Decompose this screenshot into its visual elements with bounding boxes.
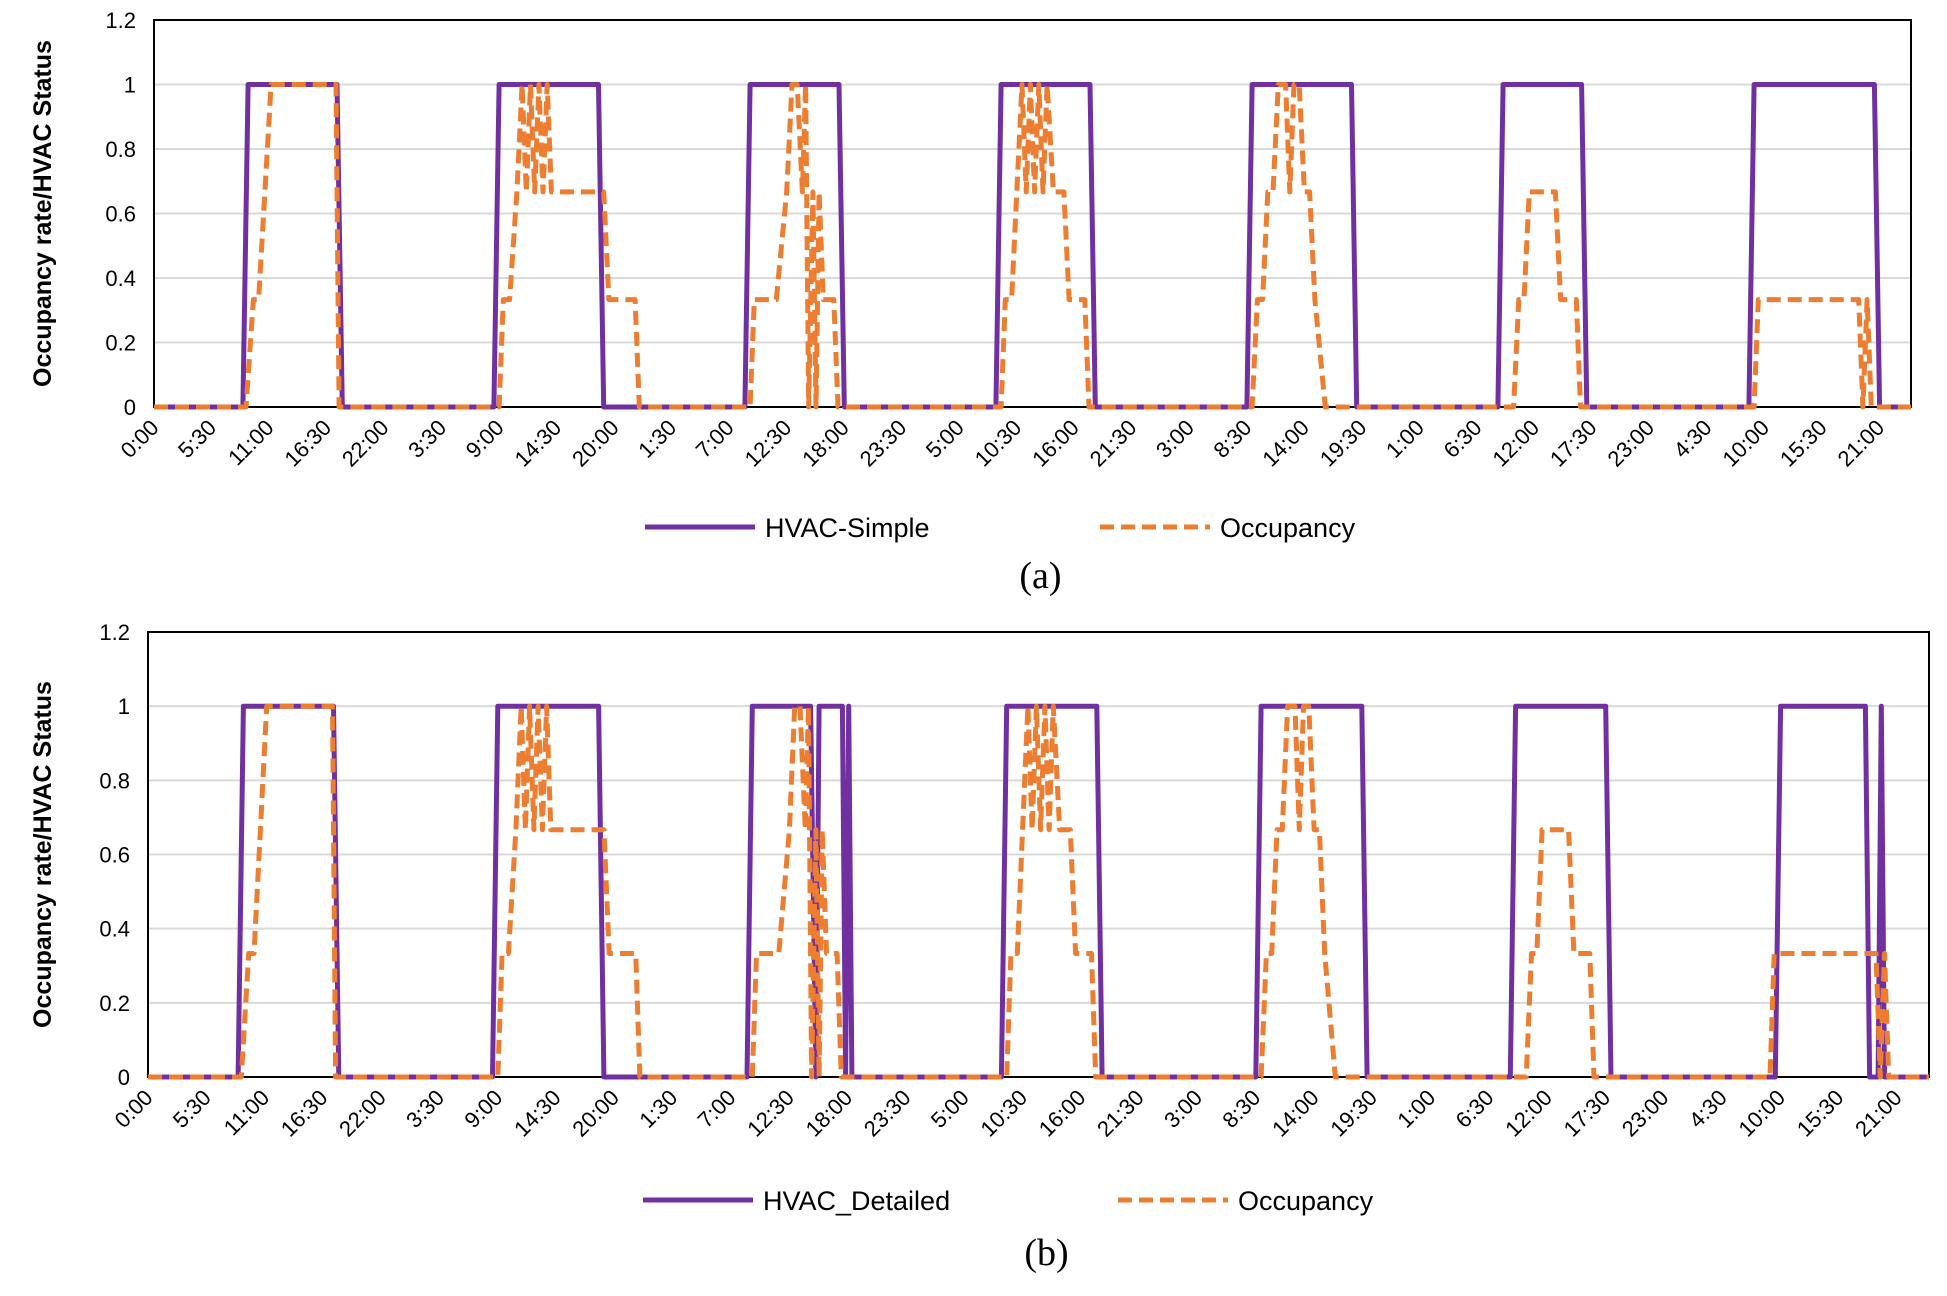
series-line-hvac-detailed bbox=[148, 703, 1929, 1080]
x-tick-label: 5:30 bbox=[173, 415, 221, 463]
y-tick-label: 0.6 bbox=[105, 202, 136, 227]
legend-label: HVAC_Detailed bbox=[763, 1186, 950, 1216]
x-tick-label: 3:00 bbox=[1159, 1085, 1207, 1133]
x-tick-label: 20:00 bbox=[567, 1085, 624, 1142]
x-tick-label: 16:30 bbox=[276, 1085, 333, 1142]
x-tick-label: 22:00 bbox=[337, 415, 394, 472]
x-tick-label: 9:00 bbox=[461, 415, 509, 463]
y-tick-label: 0.6 bbox=[99, 843, 130, 868]
x-tick-label: 23:30 bbox=[855, 415, 912, 472]
x-tick-label: 3:30 bbox=[401, 1085, 449, 1133]
x-tick-label: 6:30 bbox=[1439, 415, 1487, 463]
x-tick-label: 12:30 bbox=[740, 415, 797, 472]
y-tick-label: 1 bbox=[124, 73, 136, 98]
x-tick-label: 14:00 bbox=[1267, 1085, 1324, 1142]
y-tick-label: 1.2 bbox=[99, 620, 130, 645]
y-tick-label: 1.2 bbox=[105, 8, 136, 33]
x-tick-label: 22:00 bbox=[334, 1085, 391, 1142]
x-tick-label: 11:00 bbox=[219, 1085, 274, 1140]
x-tick-label: 16:00 bbox=[1034, 1085, 1091, 1142]
x-tick-label: 17:30 bbox=[1559, 1085, 1616, 1142]
x-tick-label: 7:00 bbox=[691, 415, 739, 463]
x-tick-label: 12:30 bbox=[742, 1085, 799, 1142]
x-tick-label: 5:00 bbox=[921, 415, 969, 463]
x-tick-label: 5:00 bbox=[926, 1085, 974, 1133]
x-tick-label: 0:00 bbox=[110, 1085, 158, 1133]
x-tick-label: 21:00 bbox=[1833, 415, 1890, 472]
chart-b: 0 0.2 0.4 0.6 0.8 1 1.2 0:00 5:30 11:00 16:30 22:00… bbox=[29, 620, 1930, 1274]
x-tick-label: 14:30 bbox=[509, 1085, 566, 1142]
figure-caption: (b) bbox=[1024, 1232, 1068, 1274]
x-tick-label: 19:30 bbox=[1315, 415, 1372, 472]
x-tick-label: 15:30 bbox=[1792, 1085, 1849, 1142]
x-tick-label: 10:30 bbox=[976, 1085, 1033, 1142]
x-tick-label: 20:00 bbox=[567, 415, 624, 472]
x-tick-label: 1:30 bbox=[634, 1085, 682, 1133]
legend-label: Occupancy bbox=[1238, 1186, 1374, 1216]
y-tick-label: 0 bbox=[124, 395, 136, 420]
x-tick-label: 4:30 bbox=[1684, 1085, 1732, 1133]
x-tick-label: 18:00 bbox=[801, 1085, 858, 1142]
y-tick-label: 0.8 bbox=[105, 137, 136, 162]
y-tick-label: 1 bbox=[118, 694, 130, 719]
x-tick-label: 1:30 bbox=[633, 415, 681, 463]
figure-caption: (a) bbox=[1019, 555, 1061, 597]
x-tick-label: 23:00 bbox=[1617, 1085, 1674, 1142]
legend-label: Occupancy bbox=[1220, 513, 1356, 543]
y-axis-label: Occupancy rate/HVAC Status bbox=[29, 681, 57, 1028]
x-tick-label: 16:00 bbox=[1027, 415, 1084, 472]
x-tick-label: 9:00 bbox=[459, 1085, 507, 1133]
x-tick-label: 17:30 bbox=[1545, 415, 1602, 472]
x-tick-label: 14:30 bbox=[510, 415, 567, 472]
x-tick-label: 21:30 bbox=[1085, 415, 1142, 472]
plot-frame bbox=[147, 631, 1930, 1078]
x-tick-label: 3:00 bbox=[1151, 415, 1199, 463]
x-tick-label: 3:30 bbox=[403, 415, 451, 463]
y-tick-label: 0.2 bbox=[99, 991, 130, 1016]
plot-frame bbox=[153, 19, 1912, 408]
y-axis-label: Occupancy rate/HVAC Status bbox=[29, 40, 57, 387]
legend-label: HVAC-Simple bbox=[765, 513, 930, 543]
series-line-occupancy bbox=[148, 703, 1929, 1080]
x-tick-label: 21:00 bbox=[1850, 1085, 1907, 1142]
x-tick-label: 10:00 bbox=[1734, 1085, 1791, 1142]
series-line-occupancy bbox=[154, 82, 1911, 410]
x-tick-label: 1:00 bbox=[1392, 1085, 1440, 1133]
x-tick-label: 19:30 bbox=[1325, 1085, 1382, 1142]
x-tick-label: 23:30 bbox=[859, 1085, 916, 1142]
x-tick-label: 12:00 bbox=[1487, 415, 1544, 472]
x-tick-label: 16:30 bbox=[279, 415, 336, 472]
x-tick-label: 23:00 bbox=[1602, 415, 1659, 472]
x-tick-label: 18:00 bbox=[797, 415, 854, 472]
x-tick-label: 21:30 bbox=[1092, 1085, 1149, 1142]
x-tick-label: 15:30 bbox=[1775, 415, 1832, 472]
y-tick-label: 0.8 bbox=[99, 768, 130, 793]
x-tick-label: 0:00 bbox=[116, 415, 164, 463]
x-tick-label: 10:00 bbox=[1718, 415, 1775, 472]
x-tick-label: 5:30 bbox=[168, 1085, 216, 1133]
y-tick-label: 0.4 bbox=[105, 266, 136, 291]
x-tick-label: 11:00 bbox=[223, 415, 278, 470]
y-tick-label: 0.4 bbox=[99, 917, 130, 942]
x-tick-label: 8:30 bbox=[1217, 1085, 1265, 1133]
x-tick-label: 7:00 bbox=[693, 1085, 741, 1133]
x-tick-label: 12:00 bbox=[1500, 1085, 1557, 1142]
y-tick-label: 0 bbox=[118, 1065, 130, 1090]
chart-a: 0 0.2 0.4 0.6 0.8 1 1.2 0:00 5:30 11:00 16:30 22:00… bbox=[29, 8, 1912, 597]
x-tick-label: 4:30 bbox=[1669, 415, 1717, 463]
x-tick-label: 6:30 bbox=[1451, 1085, 1499, 1133]
x-tick-label: 8:30 bbox=[1208, 415, 1256, 463]
x-tick-label: 1:00 bbox=[1381, 415, 1429, 463]
y-tick-label: 0.2 bbox=[105, 331, 136, 356]
x-tick-label: 14:00 bbox=[1257, 415, 1314, 472]
x-tick-label: 10:30 bbox=[970, 415, 1027, 472]
